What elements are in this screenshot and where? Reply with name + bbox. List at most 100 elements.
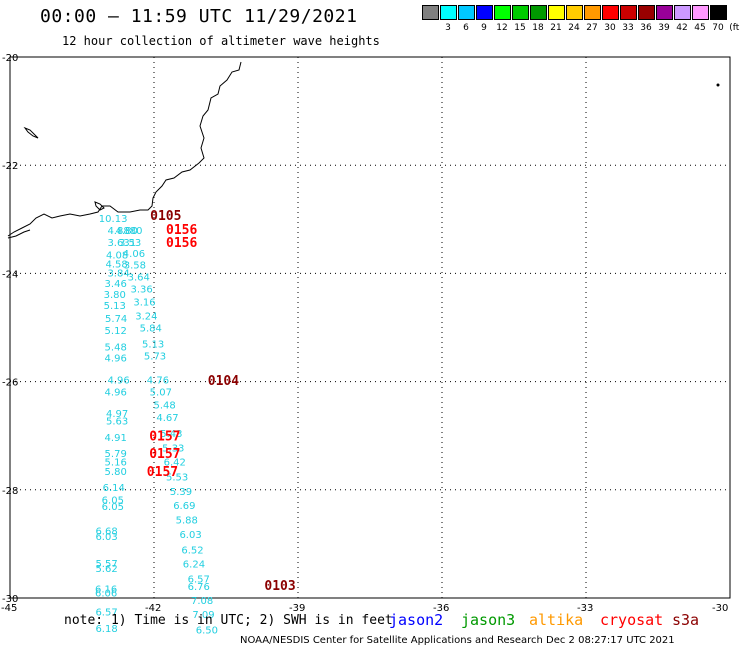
legend-label: 30 <box>604 23 616 33</box>
swh-value-label: 4.8880 <box>107 226 142 237</box>
legend-label: 42 <box>676 23 688 33</box>
swh-value-label: 3.84 <box>107 268 129 279</box>
mission-label-altika: altika <box>529 611 584 629</box>
swh-value-label: 6.52 <box>181 545 203 556</box>
pass-time-label: 0156 <box>166 236 197 251</box>
map-subtitle: 12 hour collection of altimeter wave hei… <box>62 34 380 48</box>
swh-value-label: 4.96 <box>105 387 127 398</box>
lat-tick-label: -24 <box>2 269 18 280</box>
swh-value-label: 5.62 <box>95 564 117 575</box>
swh-value-label: 7.09 <box>192 610 214 621</box>
mission-label-jason3: jason3 <box>461 611 516 629</box>
swh-value-label: 6.42 <box>164 458 186 469</box>
swh-value-label: 4.96 <box>107 375 129 386</box>
swh-value-label: 5.53 <box>166 472 188 483</box>
swh-value-label: 4.91 <box>105 433 127 444</box>
legend-swatch <box>620 5 637 20</box>
swh-value-label: 5.39 <box>170 487 192 498</box>
pass-time-label: 0105 <box>150 209 181 224</box>
swh-value-label: 5.13 <box>104 301 126 312</box>
swh-value-label: 3.16 <box>133 298 155 309</box>
swh-value-label: 6.14 <box>103 483 125 494</box>
swh-value-label: 4.58 <box>106 260 128 271</box>
swh-value-label: 7.08 <box>191 596 213 607</box>
swh-value-label: 6.69 <box>173 501 195 512</box>
legend-swatch <box>692 5 709 20</box>
legend-swatch <box>584 5 601 20</box>
pass-time-label: 0103 <box>264 579 295 594</box>
swh-value-label: 6.76 <box>188 582 210 593</box>
swh-value-label: 4.80 <box>116 226 138 237</box>
swh-value-label: 5.84 <box>140 324 162 335</box>
swh-value-label: 5.74 <box>105 314 127 325</box>
swh-value-label: 6.24 <box>183 559 205 570</box>
mission-label-jason2: jason2 <box>389 611 444 629</box>
legend-label: 27 <box>586 23 598 33</box>
swh-value-label: 4.67 <box>156 413 178 424</box>
swh-value-label: 3.80 <box>104 290 126 301</box>
swh-value-label: 5.07 <box>150 387 172 398</box>
swh-value-label: 4.76 <box>147 375 169 386</box>
legend-label: 24 <box>568 23 580 33</box>
legend-swatch <box>476 5 493 20</box>
swh-value-label: 3.24 <box>135 312 157 323</box>
legend-label: 6 <box>463 23 469 33</box>
swh-value-label: 5.63 <box>106 417 128 428</box>
swh-value-label: 3.58 <box>124 261 146 272</box>
swh-value-label: 5.57 <box>95 559 117 570</box>
swh-value-label: 4.96 <box>105 353 127 364</box>
swh-value-label: 3.36 <box>130 285 152 296</box>
lon-tick-label: -45 <box>1 603 17 614</box>
swh-value-label: 6.68 <box>95 526 117 537</box>
swh-value-label: 6.05 <box>102 502 124 513</box>
footer-note: note: 1) Time is in UTC; 2) SWH is in fe… <box>64 613 393 628</box>
footer-credit: NOAA/NESDIS Center for Satellite Applica… <box>240 635 675 646</box>
swh-value-label: 6.57 <box>95 608 117 619</box>
legend-label: 70 <box>712 23 724 33</box>
legend-label: 33 <box>622 23 634 33</box>
swh-value-label: 5.79 <box>105 449 127 460</box>
swh-value-label: 6.16 <box>95 584 117 595</box>
swh-value-label: 6.18 <box>95 624 117 635</box>
pass-time-label: 0156 <box>166 223 197 238</box>
swh-value-label: 6.03 <box>95 532 117 543</box>
pass-time-label: 0104 <box>208 374 239 389</box>
lat-tick-label: -20 <box>2 53 18 64</box>
swh-value-label: 6.50 <box>196 625 218 636</box>
lat-tick-label: -28 <box>2 486 18 497</box>
lon-tick-label: -30 <box>712 603 728 614</box>
mission-label-cryosat: cryosat <box>600 611 664 629</box>
swh-value-label: 5.16 <box>105 458 127 469</box>
axis-ticks: -20-22-24-26-28-30-45 -42 -39 -36 -33 -30 <box>1 53 728 614</box>
swh-value-label: 5.48 <box>105 342 127 353</box>
legend-swatch <box>566 5 583 20</box>
legend-swatch <box>494 5 511 20</box>
legend-label: 18 <box>532 23 544 33</box>
pass-time-label: 0157 <box>147 465 178 480</box>
legend-swatch <box>602 5 619 20</box>
mission-label-s3a: s3a <box>672 611 700 629</box>
swh-value-label: 3.631 <box>107 238 136 249</box>
swh-value-label: 6.03 <box>179 530 201 541</box>
legend-label: 45 <box>694 23 706 33</box>
legend-label: 39 <box>658 23 670 33</box>
swh-value-label: 6.06 <box>95 589 117 600</box>
map-frame <box>9 56 731 599</box>
swh-value-label: 6.57 <box>188 575 210 586</box>
pass-time-label: 0157 <box>149 430 180 445</box>
legend-label: 15 <box>514 23 526 33</box>
legend-swatch <box>458 5 475 20</box>
swh-value-label: 3.46 <box>105 279 127 290</box>
lat-tick-label: -22 <box>2 161 18 172</box>
swh-value-label: 4.97 <box>106 409 128 420</box>
legend-swatch <box>422 5 439 20</box>
lon-tick-label: -33 <box>577 603 593 614</box>
legend-swatch <box>440 5 457 20</box>
swh-value-label: 5.80 <box>105 467 127 478</box>
swh-value-label: 5.73 <box>144 352 166 363</box>
lat-tick-label: -30 <box>2 594 18 605</box>
swh-value-label: 3.53 <box>119 238 141 249</box>
legend-label: 3 <box>445 23 451 33</box>
